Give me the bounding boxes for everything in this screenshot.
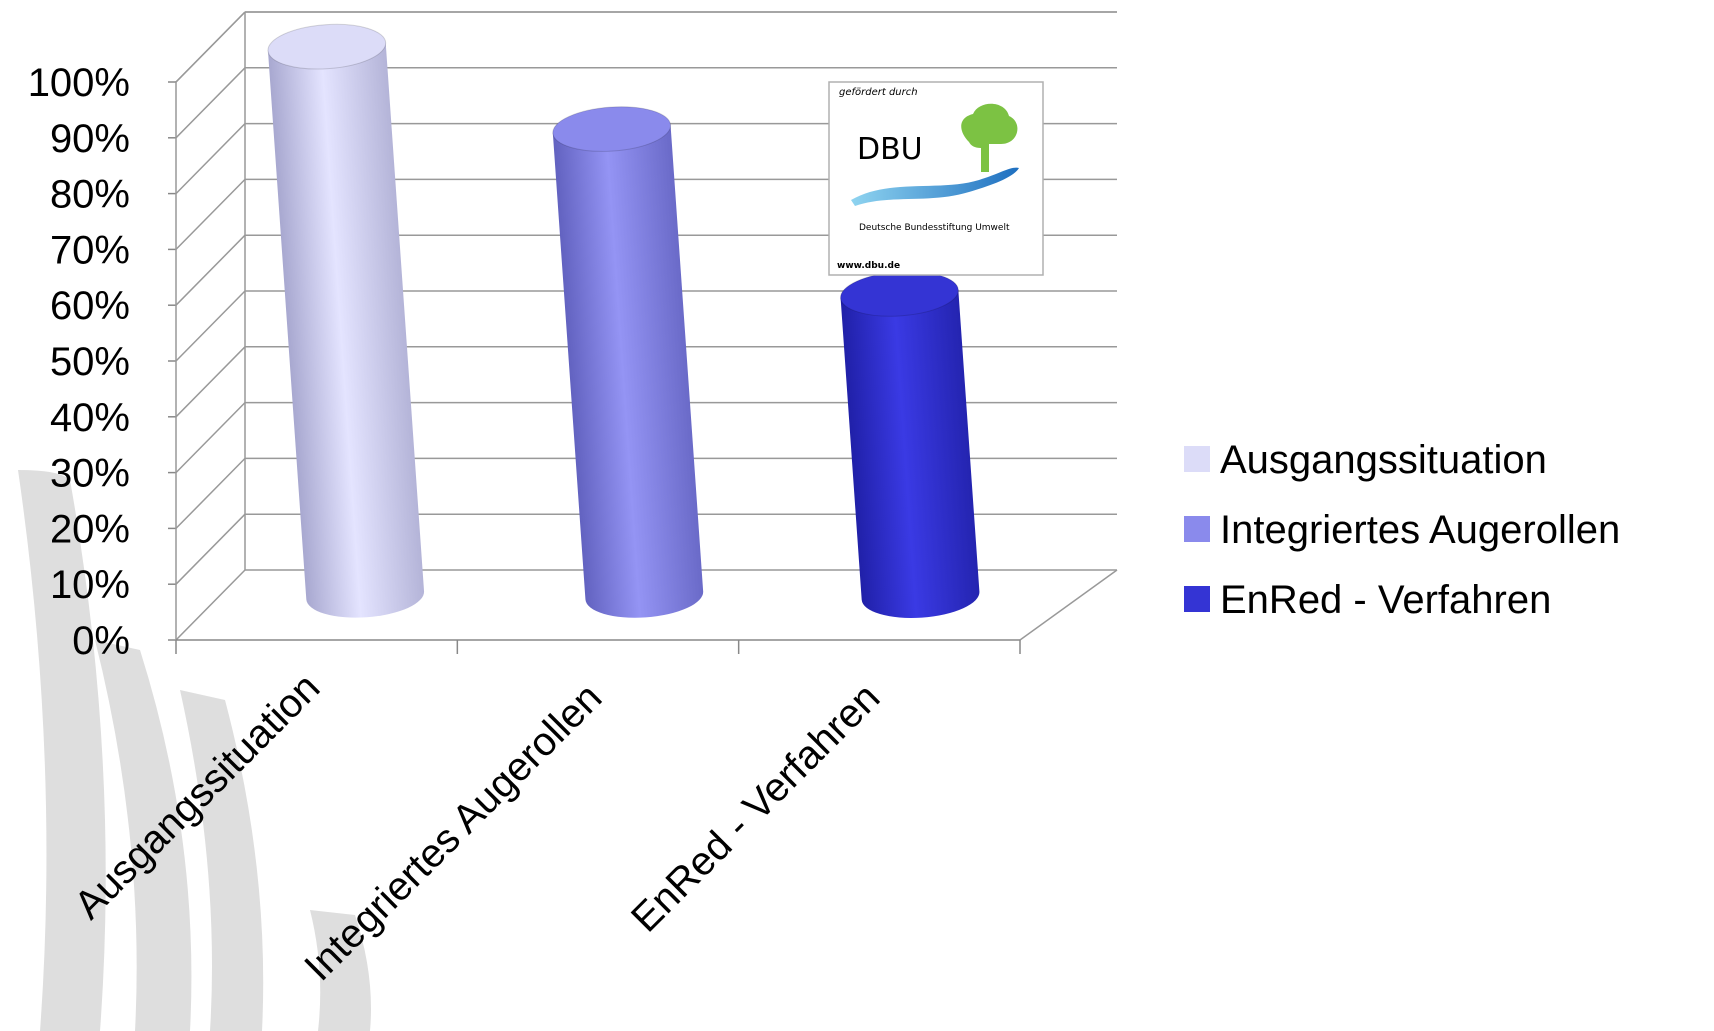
- y-tick-label: 20%: [50, 507, 130, 551]
- bar-body: [552, 124, 704, 618]
- gridline-side: [175, 402, 246, 474]
- bar-top: [267, 23, 387, 70]
- y-tick-label: 100%: [28, 61, 130, 105]
- logo-caption: gefördert durch: [839, 87, 918, 98]
- dbu-logo: gefördert durch DBU Deutsche Bundesstift…: [828, 81, 1044, 276]
- bars-layer: [267, 23, 980, 618]
- gridline-side: [175, 123, 246, 195]
- y-axis-ticks: 0% 10% 20% 30% 40% 50% 60% 70% 80% 90% 100%: [28, 61, 130, 663]
- y-tick-label: 40%: [50, 396, 130, 440]
- legend: Ausgangssituation Integriertes Augerolle…: [1184, 438, 1620, 622]
- bar-body: [840, 289, 980, 618]
- logo-url: www.dbu.de: [837, 261, 900, 271]
- legend-swatch-2: [1184, 586, 1210, 612]
- logo-tree-icon: [961, 103, 1018, 172]
- logo-full-name: Deutsche Bundesstiftung Umwelt: [859, 223, 1010, 233]
- y-tick-label: 80%: [50, 173, 130, 217]
- y-tick-label: 60%: [50, 284, 130, 328]
- background-decoration: [18, 470, 371, 1031]
- bar-1: [552, 106, 704, 618]
- bar-2: [840, 271, 980, 618]
- y-tick-label: 30%: [50, 452, 130, 496]
- gridline-side: [175, 178, 246, 250]
- gridline-side: [175, 513, 246, 585]
- legend-entry-2: EnRed - Verfahren: [1220, 578, 1551, 622]
- gridline-side: [175, 290, 246, 362]
- y-tick-label: 50%: [50, 340, 130, 384]
- gridline-side: [175, 234, 246, 306]
- logo-wave-icon: [851, 167, 1019, 206]
- legend-swatch-1: [1184, 516, 1210, 542]
- logo-name: DBU: [857, 132, 923, 167]
- y-tick-label: 10%: [50, 563, 130, 607]
- gridline-side: [175, 346, 246, 418]
- bar-top: [552, 106, 672, 152]
- gridline-side: [175, 67, 246, 139]
- legend-swatch-0: [1184, 446, 1210, 472]
- x-category-label: Integriertes Augerollen: [296, 675, 610, 989]
- bar-0: [267, 23, 425, 618]
- gridline-side: [175, 11, 246, 83]
- gridline-side: [175, 457, 246, 529]
- y-tick-label: 90%: [50, 117, 130, 161]
- bar-body: [267, 42, 425, 618]
- floor-right-edge: [1019, 569, 1118, 641]
- legend-entry-1: Integriertes Augerollen: [1220, 508, 1620, 552]
- y-tick-label: 0%: [72, 619, 130, 663]
- x-category-label: EnRed - Verfahren: [623, 675, 888, 940]
- y-tick-label: 70%: [50, 228, 130, 272]
- legend-entry-0: Ausgangssituation: [1220, 438, 1547, 482]
- gridline-side: [175, 569, 246, 641]
